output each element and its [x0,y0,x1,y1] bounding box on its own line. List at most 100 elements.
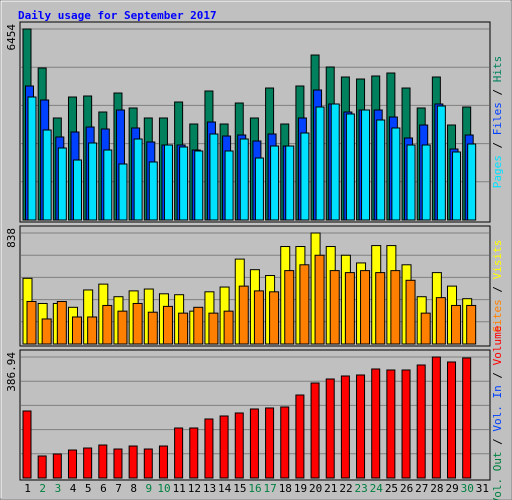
bar [406,144,416,221]
legend-entry: Files [491,102,504,135]
bar [162,305,173,345]
bar [178,312,189,345]
bar [452,151,462,221]
x-tick-label: 30 [461,482,474,495]
bar [102,304,113,345]
bar [37,455,47,479]
x-tick-label: 14 [218,482,232,495]
bar [238,285,249,345]
x-tick-label: 29 [445,482,458,495]
x-tick-label: 5 [85,482,92,495]
y-tick-label: 6454 [5,24,18,51]
bar [147,311,158,345]
bar [420,312,431,345]
legend-entry: Volume [491,326,504,366]
bar [223,310,234,345]
bar [143,448,153,479]
legend-entry: Vol. In [491,385,504,431]
bar [340,375,350,479]
bar [52,453,62,479]
bar [219,415,229,479]
x-tick-label: 10 [157,482,170,495]
legend-separator: / [491,365,504,385]
bar [431,356,441,479]
bar [113,448,123,479]
x-tick-label: 9 [146,482,153,495]
bar [253,290,264,345]
x-tick-label: 21 [324,482,337,495]
bar [189,427,199,479]
bar [249,408,259,479]
bar [270,145,280,221]
x-tick-label: 15 [233,482,246,495]
bar [356,374,366,479]
legend-entry: Sites [491,299,504,332]
bar [88,142,98,221]
x-tick-label: 12 [188,482,201,495]
bar [405,279,416,345]
x-tick-label: 24 [370,482,384,495]
bar [87,316,98,345]
bar [71,316,82,345]
chart-title: Daily usage for September 2017 [18,9,217,22]
bar [128,445,138,479]
legend-separator: / [491,82,504,102]
x-tick-label: 19 [294,482,307,495]
bar [447,361,457,479]
bar [375,272,386,345]
legend: Vol. Out / Vol. In / Volume [491,326,504,500]
bar [280,406,290,479]
x-tick-label: 25 [385,482,398,495]
bar [103,149,113,221]
bar [174,427,184,479]
bar [42,129,52,221]
bar [310,382,320,479]
bar [22,410,32,479]
x-tick-label: 22 [339,482,352,495]
bar [194,150,204,221]
bar [344,272,355,345]
bar [83,447,93,479]
x-tick-label: 17 [264,482,277,495]
bar [133,138,143,221]
bar [416,364,426,479]
legend: Pages / Files / Hits [491,56,504,189]
bar [148,161,158,221]
bar [57,147,67,221]
y-tick-label: 386.94 [5,352,18,392]
y-tick-label: 838 [5,228,18,248]
bar [269,291,280,345]
x-tick-label: 7 [115,482,122,495]
bar [376,119,386,221]
bar [208,312,219,345]
bar [204,418,214,479]
bar [330,103,340,221]
bar [209,133,219,221]
bar [421,144,431,221]
bar [67,449,77,479]
bar [284,270,295,345]
legend-entry: Pages [491,155,504,188]
bar [234,412,244,479]
bar [435,297,446,345]
x-tick-label: 27 [415,482,428,495]
bar [391,127,401,221]
bar [132,302,143,345]
legend-entry: Vol. Out [491,451,504,500]
bar [467,143,477,221]
bar [285,145,295,221]
bar [360,270,371,345]
bar [27,96,37,221]
bar [345,113,355,221]
bar [315,106,325,221]
bar [179,146,189,221]
x-tick-label: 20 [309,482,322,495]
legend-entry: Hits [491,56,504,83]
bar [239,138,249,221]
bar [386,369,396,479]
bar [254,157,264,221]
bar [325,378,335,479]
bar [361,109,371,221]
x-tick-label: 4 [70,482,77,495]
